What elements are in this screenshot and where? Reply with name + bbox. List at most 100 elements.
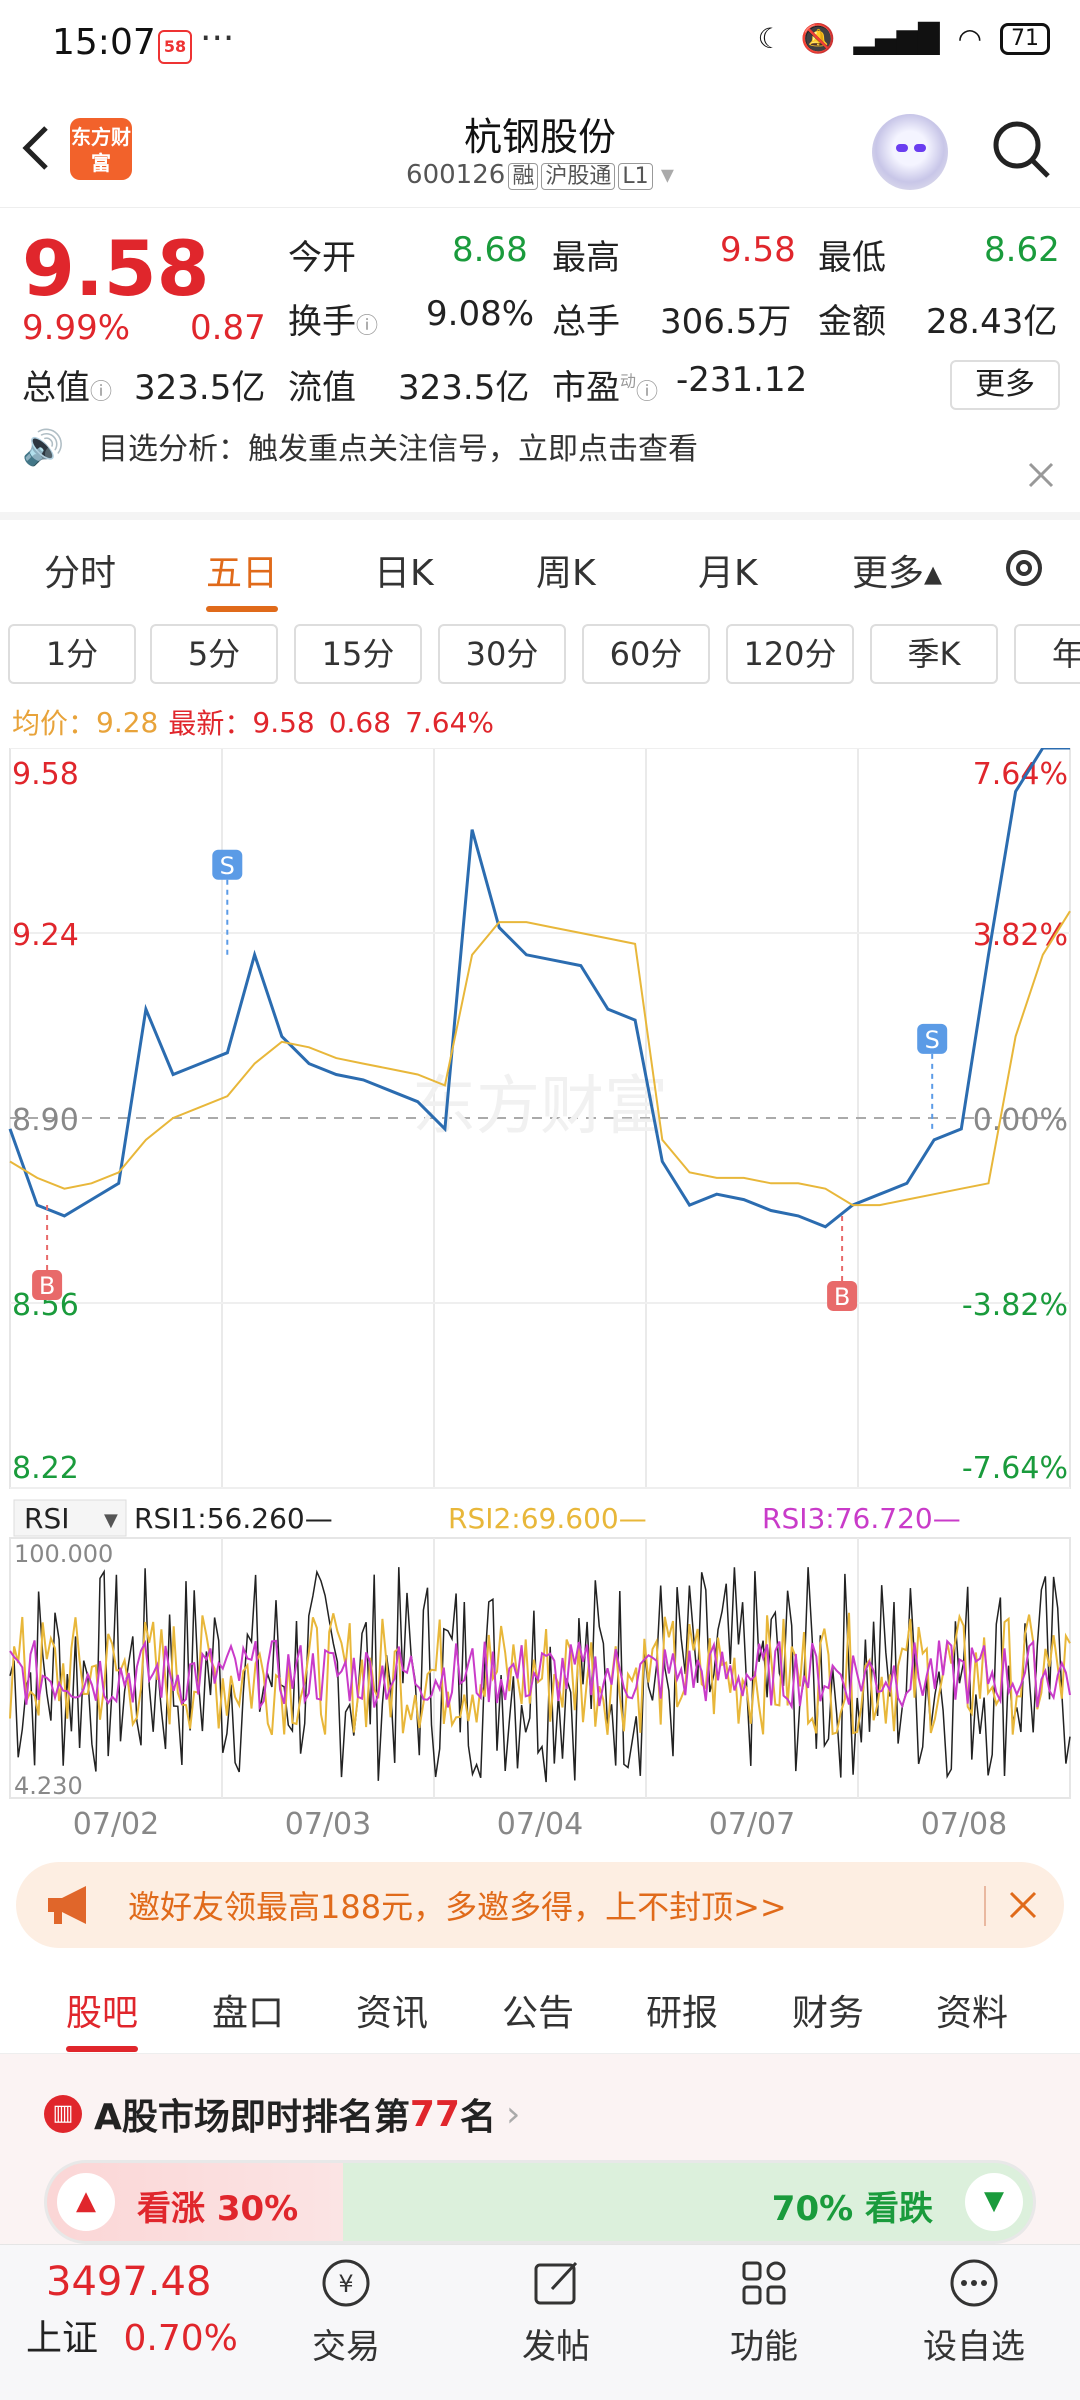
chip-year-k[interactable]: 年 [1014, 624, 1080, 684]
tab-financials[interactable]: 财务 [792, 1993, 865, 2034]
pe-label-text: 市盈 [552, 368, 620, 408]
buy-marker [32, 1270, 63, 1301]
notice-bar[interactable]: 🔊 目选分析：触发重点关注信号，立即点击查看 [0, 424, 1080, 520]
close-icon[interactable] [1006, 1888, 1040, 1922]
chip-30min[interactable]: 30分 [438, 624, 566, 684]
more-dots-icon [950, 2259, 998, 2307]
chevron-down-icon: ▼ [104, 1510, 118, 1531]
info-icon: ⓘ [636, 380, 659, 405]
chart-canvas[interactable]: 9.58 7.64%9.24 3.82%8.90 0.00%8.56 -3.82%8.2… [0, 746, 1080, 1848]
status-bar: 15:07 58 ··· ☾ 🔕 ▂▄▆█ ◠ 71 [0, 0, 1080, 96]
stock-name: 杭钢股份 [463, 115, 616, 159]
interval-chips: 1分 5分 15分 30分 60分 120分 季K 年 [0, 620, 1080, 692]
invite-promo-banner[interactable]: 邀好友领最高188元，多邀多得，上不封顶>> [16, 1862, 1064, 1948]
high-value: 9.58 [720, 230, 796, 270]
tab-weekly-k[interactable]: 周K [536, 553, 596, 594]
sell-marker [917, 1023, 948, 1054]
avg-value: 9.28 [96, 705, 159, 739]
more-button[interactable]: 更多 [950, 360, 1060, 410]
nav-trade-label: 交易 [312, 2327, 380, 2367]
y-tick-right: 0.00% [973, 1103, 1068, 1138]
tab-guba[interactable]: 股吧 [66, 1984, 139, 2052]
trade-marker-label: S [220, 852, 235, 880]
tab-research[interactable]: 研报 [646, 1993, 719, 2034]
turnover-value: 9.08% [426, 294, 535, 334]
y-tick-right: -7.64% [962, 1451, 1068, 1486]
status-right-icons: ☾ 🔕 ▂▄▆█ ◠ 71 [757, 22, 1050, 55]
app-logo[interactable]: 东方财富 [70, 118, 132, 180]
floatcap-value: 323.5亿 [398, 368, 530, 408]
amount-label: 金额 [818, 302, 886, 342]
bearish-label: 70% 看跌 [771, 2189, 933, 2229]
rsi-selector [13, 1499, 127, 1537]
close-icon[interactable] [1026, 460, 1056, 490]
search-icon [993, 121, 1050, 178]
chart-legend: 均价： 9.28 最新： 9.58 0.68 7.64% [12, 702, 494, 742]
tag-margin: 融 [508, 163, 539, 190]
period-tabs: 分时 五日 日K 周K 月K 更多▴ [0, 520, 1080, 616]
avg-price-line [9, 910, 1071, 1207]
turnover-label-text: 换手 [288, 302, 356, 342]
bullish-button[interactable]: ▲ [57, 2173, 115, 2231]
turnover-label[interactable]: 换手ⓘ [288, 294, 378, 343]
tab-monthly-k[interactable]: 月K [698, 553, 758, 594]
rank-prefix: A股市场即时排名第 [94, 2097, 410, 2138]
nav-trade[interactable]: ¥ 交易 [266, 2255, 426, 2368]
y-tick-left: 9.24 [12, 918, 79, 953]
gear-icon[interactable] [1000, 544, 1048, 592]
tab-daily-k[interactable]: 日K [374, 553, 434, 594]
tab-intraday[interactable]: 分时 [44, 553, 117, 594]
chip-15min[interactable]: 15分 [294, 624, 422, 684]
chip-quarter-k[interactable]: 季K [870, 624, 998, 684]
nav-functions-label: 功能 [730, 2327, 798, 2367]
rsi2-line [9, 1612, 1071, 1736]
latest-change: 0.68 [328, 705, 392, 739]
chip-120min[interactable]: 120分 [726, 624, 854, 684]
tab-announcements[interactable]: 公告 [502, 1993, 575, 2034]
open-value: 8.68 [452, 230, 528, 270]
buy-marker [827, 1280, 858, 1311]
x-tick-label: 07/03 [285, 1807, 371, 1842]
status-time: 15:07 [52, 22, 156, 63]
tab-profile[interactable]: 资料 [936, 1993, 1009, 2034]
stock-code-row[interactable]: 600126 融沪股通 L1 ▾ [0, 158, 1080, 190]
market-rank[interactable]: ▥ A股市场即时排名第 77 名 › [44, 2088, 520, 2140]
tag-level: L1 [618, 163, 653, 190]
stock-code: 600126 [406, 160, 506, 190]
latest-value: 9.58 [252, 705, 315, 739]
info-icon: ⓘ [90, 380, 113, 405]
tab-more[interactable]: 更多▴ [852, 553, 943, 594]
tab-five-day[interactable]: 五日 [206, 544, 279, 612]
back-button[interactable] [16, 120, 66, 186]
five-day-chart[interactable]: 9.58 7.64% 9.24 3.82% 8.90 0.00% 8.56 -3.82% 8.2… [0, 746, 1080, 1848]
tab-order-book[interactable]: 盘口 [212, 1993, 285, 2034]
tab-news[interactable]: 资讯 [356, 1993, 429, 2034]
x-tick-label: 07/04 [497, 1807, 583, 1842]
index-widget[interactable]: 3497.48 上证 0.70% [26, 2259, 266, 2361]
y-tick-left: 9.58 [12, 757, 79, 792]
index-name: 上证 [26, 2318, 99, 2359]
nav-post[interactable]: 发帖 [476, 2255, 636, 2368]
rank-number: 77 [409, 2093, 460, 2135]
bearish-button[interactable]: ▼ [965, 2173, 1023, 2231]
pe-value: -231.12 [676, 360, 808, 400]
chip-1min[interactable]: 1分 [8, 624, 136, 684]
pe-label[interactable]: 市盈动ⓘ [552, 360, 658, 409]
nav-add-watchlist-label: 设自选 [923, 2327, 1025, 2367]
trade-marker-label: B [39, 1272, 55, 1300]
rsi3-value: RSI3:76.720— [762, 1502, 961, 1535]
x-tick-label: 07/07 [709, 1807, 795, 1842]
chip-5min[interactable]: 5分 [150, 624, 278, 684]
mktcap-label[interactable]: 总值ⓘ [22, 360, 112, 409]
low-label: 最低 [818, 238, 886, 278]
watermark-text: 东方财富 [412, 1070, 668, 1144]
chevron-left-icon [22, 126, 48, 170]
price-line [8, 746, 1070, 1229]
rsi-min-label: 4.230 [14, 1772, 83, 1800]
nav-add-watchlist[interactable]: 设自选 [894, 2255, 1054, 2368]
status-more-icon: ··· [200, 18, 235, 59]
nav-functions[interactable]: 功能 [684, 2255, 844, 2368]
chip-60min[interactable]: 60分 [582, 624, 710, 684]
search-button[interactable] [990, 118, 1054, 186]
assistant-robot-icon[interactable] [872, 114, 948, 190]
